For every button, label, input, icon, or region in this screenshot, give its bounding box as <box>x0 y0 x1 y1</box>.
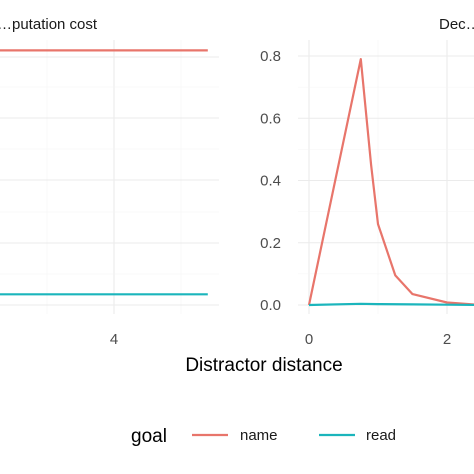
y-tick-label: 0.2 <box>260 235 281 252</box>
left-panel: 4 <box>0 40 219 348</box>
legend-title: goal <box>131 426 167 447</box>
y-tick-label: 0.8 <box>260 48 281 65</box>
y-tick-label: 0.4 <box>260 173 281 190</box>
legend-label-read: read <box>366 427 396 444</box>
x-tick-label: 2 <box>443 331 451 348</box>
series-line-read <box>308 302 474 307</box>
series-line-name <box>307 57 474 306</box>
legend-label-name: name <box>240 427 278 444</box>
left-panel-title: …putation cost <box>0 16 98 33</box>
legend: goal name read <box>131 426 396 447</box>
x-tick-label: 0 <box>305 331 313 348</box>
x-tick-label: 4 <box>110 331 118 348</box>
right-panel: 0 2 0.0 0.2 0.4 0.6 0.8 <box>260 40 474 348</box>
right-panel-title: Dec… <box>439 16 474 33</box>
y-tick-label: 0.0 <box>260 297 281 314</box>
y-tick-label: 0.6 <box>260 110 281 127</box>
x-axis-title: Distractor distance <box>185 355 342 376</box>
